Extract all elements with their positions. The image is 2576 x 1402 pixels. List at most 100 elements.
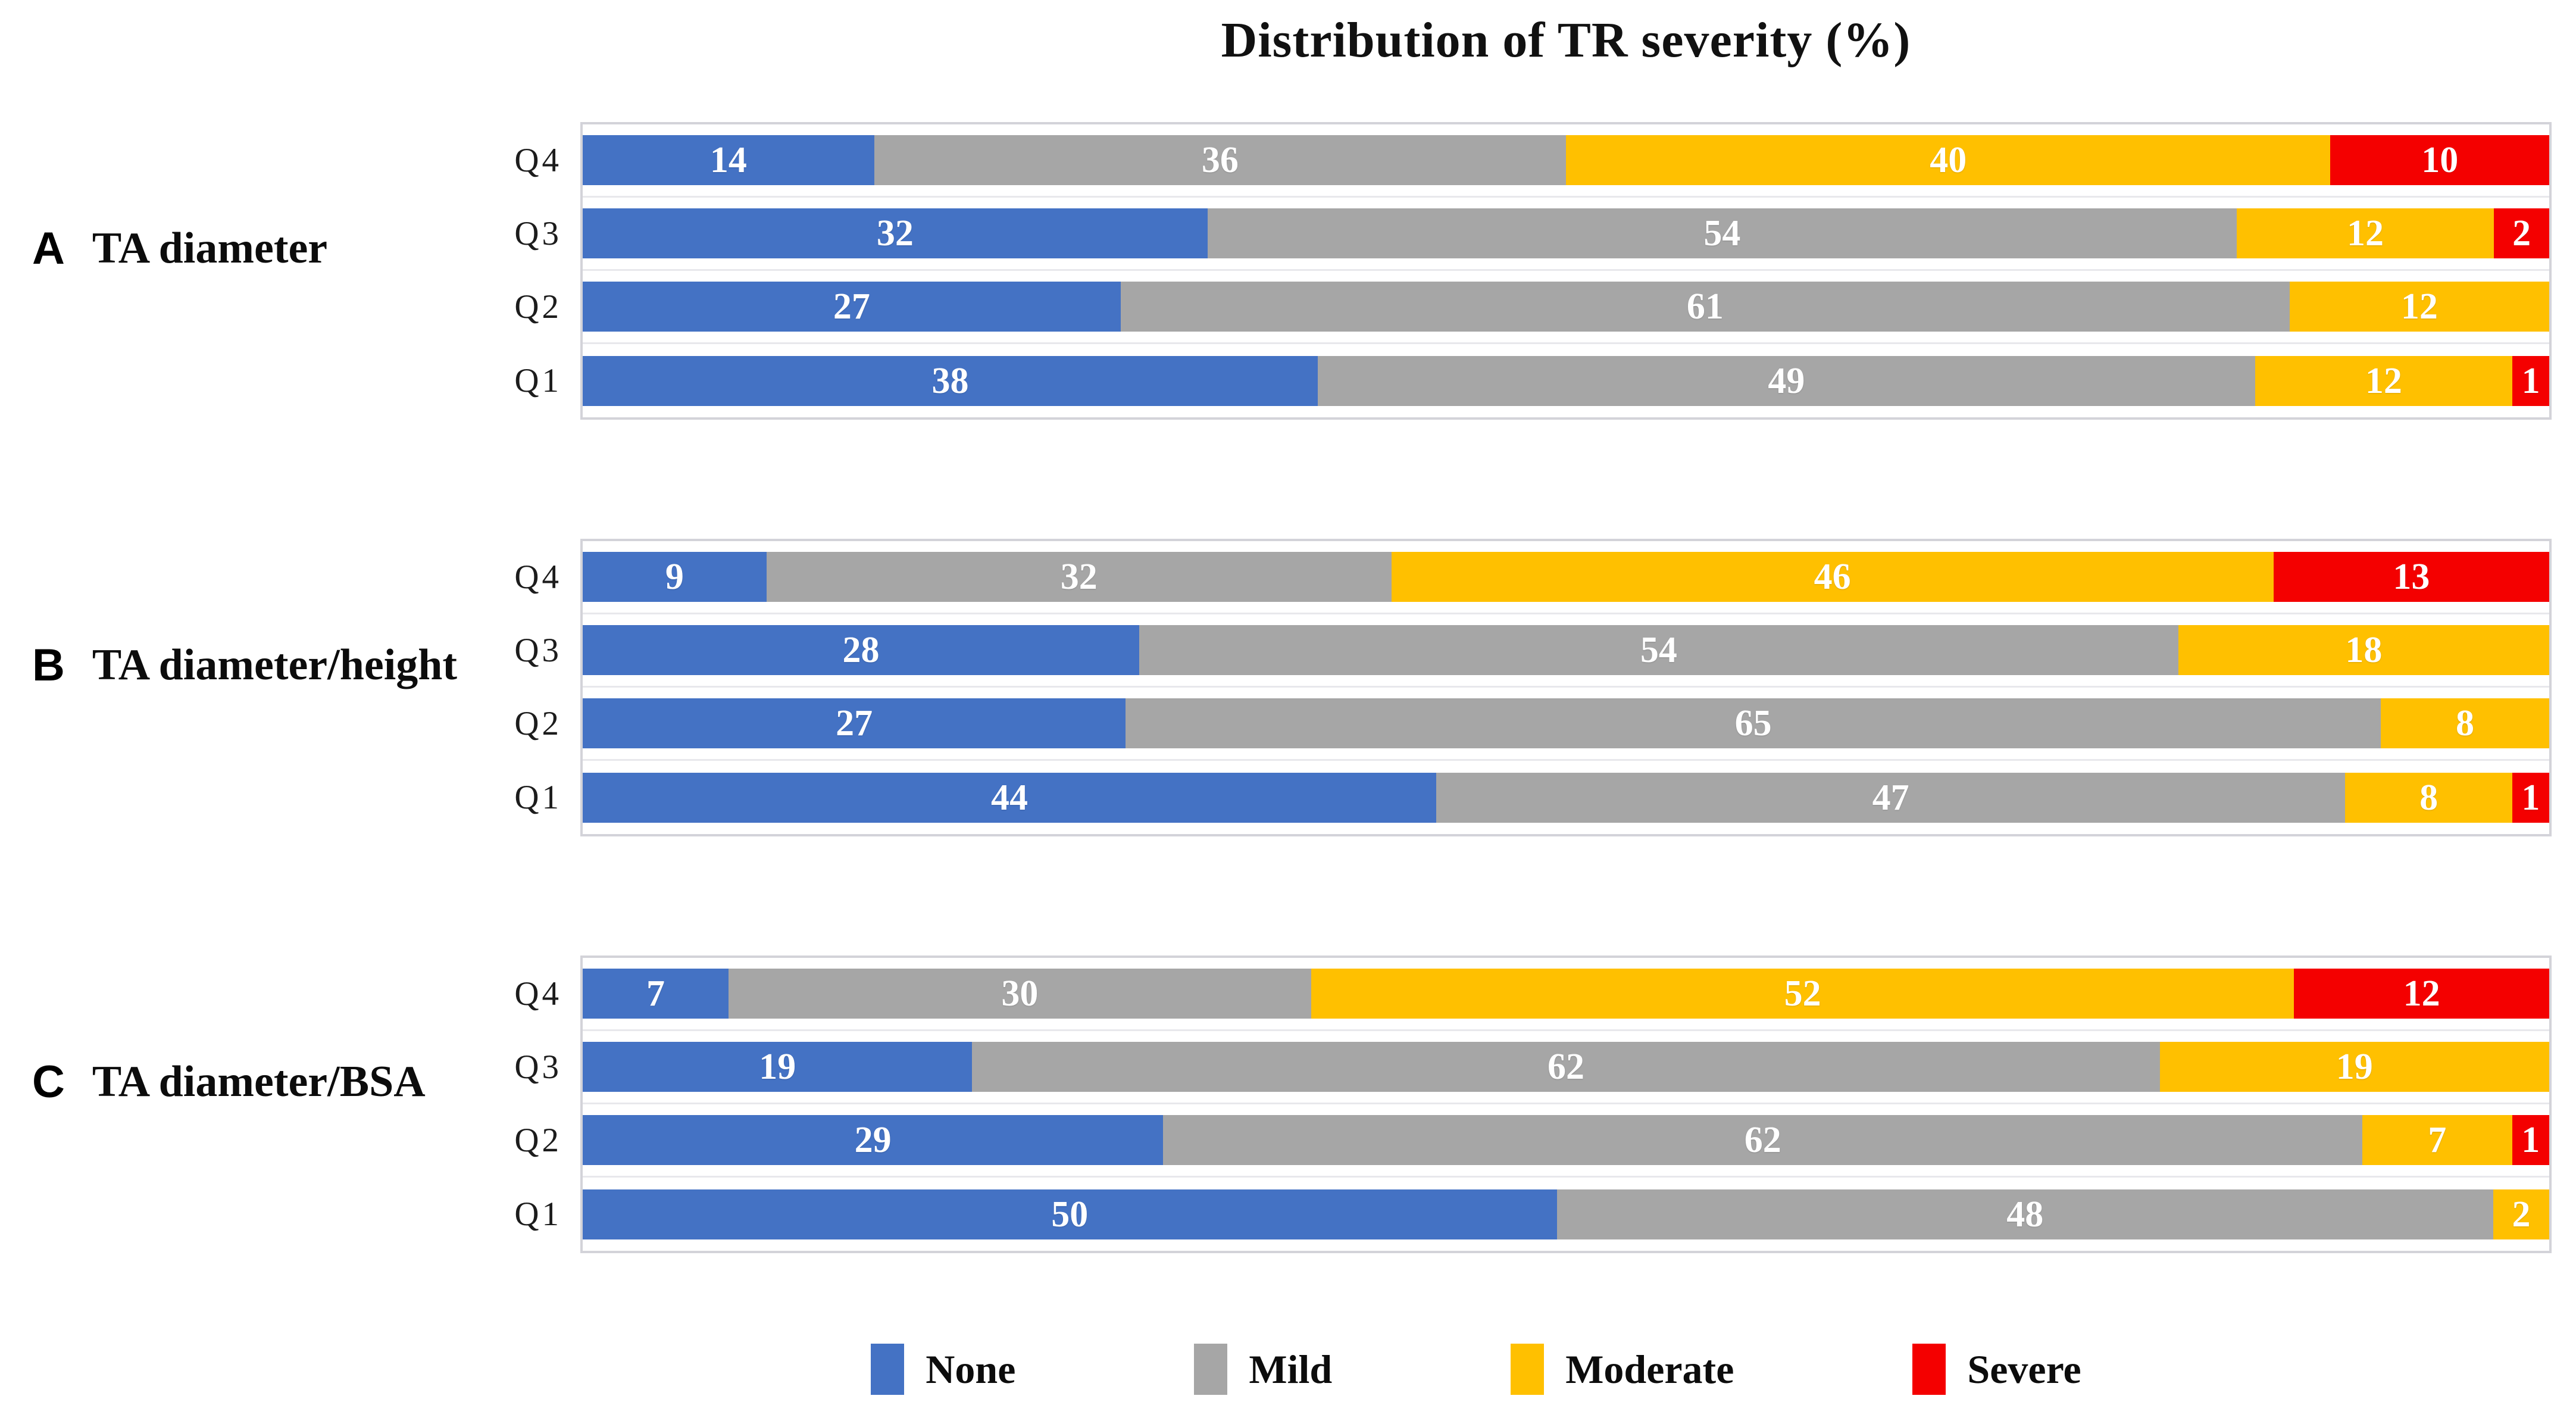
segment-value: 48: [2006, 1194, 2044, 1235]
category-label: Q4: [514, 558, 562, 596]
bar-row-q1: Q1 44 47 8 1: [514, 761, 2549, 834]
stacked-bar: 9 32 46 13: [583, 552, 2549, 602]
bar-row-q2: Q2 29 62 7 1: [514, 1104, 2550, 1178]
panel-c: C TA diameter/BSA Q4 7 30 52 12 Q3 19 62 19 Q2 29 62 7…: [32, 956, 2552, 1253]
segment-value: 49: [1768, 360, 1805, 401]
segment-value: 62: [1744, 1120, 1781, 1160]
bar-segment-none: 19: [583, 1042, 973, 1092]
bar-segment-mild: 48: [1556, 1189, 2494, 1239]
panels-container: A TA diameter Q4 14 36 40 10 Q3 32 54 12 2 Q2 27 61 12 Q…: [32, 122, 2552, 1372]
legend-label: None: [926, 1347, 1016, 1392]
category-label: Q1: [514, 1195, 562, 1233]
bar-row-q4: Q4 7 30 52 12: [514, 958, 2549, 1031]
segment-value: 8: [2456, 703, 2475, 744]
segment-value: 14: [709, 140, 747, 180]
bar-row-q2: Q2 27 61 12: [514, 271, 2549, 344]
legend-item-none: None: [871, 1344, 1015, 1395]
bar-segment-mild: 36: [874, 135, 1566, 185]
bar-segment-severe: 10: [2330, 135, 2549, 185]
segment-value: 19: [759, 1047, 796, 1087]
chart-title: Distribution of TR severity (%): [1221, 13, 1911, 68]
bar-segment-mild: 54: [1139, 625, 2178, 675]
bar-segment-none: 38: [583, 355, 1318, 406]
category-label: Q4: [514, 141, 562, 179]
bar-segment-none: 7: [583, 969, 729, 1019]
bar-segment-moderate: 7: [2362, 1115, 2512, 1165]
bar-segment-moderate: 18: [2178, 625, 2549, 675]
legend-swatch-mild: [1194, 1344, 1228, 1395]
category-label: Q2: [514, 704, 562, 742]
stacked-bar: 32 54 12 2: [583, 208, 2549, 258]
stacked-bar: 38 49 12 1: [583, 355, 2549, 406]
bar-segment-severe: 1: [2512, 355, 2549, 406]
legend-swatch-moderate: [1511, 1344, 1545, 1395]
segment-value: 47: [1872, 777, 1909, 818]
category-label: Q2: [514, 288, 562, 326]
segment-value: 1: [2521, 360, 2540, 401]
legend-label: Moderate: [1565, 1347, 1734, 1392]
bar-row-q2: Q2 27 65 8: [514, 688, 2549, 761]
panel-label-c: C TA diameter/BSA: [32, 1052, 556, 1111]
segment-value: 2: [2512, 213, 2531, 254]
bar-segment-none: 28: [583, 625, 1140, 675]
panel-label-a: A TA diameter: [32, 218, 556, 278]
category-label: Q3: [514, 631, 562, 669]
category-label: Q1: [514, 362, 562, 399]
bar-segment-moderate: 12: [2236, 208, 2494, 258]
segment-value: 62: [1548, 1047, 1584, 1087]
bar-segment-none: 50: [583, 1189, 1557, 1239]
segment-value: 2: [2512, 1194, 2531, 1235]
bar-segment-moderate: 8: [2345, 772, 2512, 823]
bar-segment-mild: 61: [1120, 282, 2290, 332]
segment-value: 7: [646, 973, 665, 1014]
legend-label: Mild: [1249, 1347, 1333, 1392]
legend-label: Severe: [1967, 1347, 2081, 1392]
segment-value: 32: [1060, 557, 1098, 597]
bar-segment-moderate: 8: [2381, 698, 2549, 748]
segment-value: 29: [854, 1120, 892, 1160]
bar-segment-none: 14: [583, 135, 874, 185]
segment-value: 12: [2400, 286, 2438, 327]
segment-value: 30: [1001, 973, 1039, 1014]
segment-value: 7: [2428, 1120, 2447, 1160]
bar-segment-mild: 47: [1436, 772, 2346, 823]
segment-value: 1: [2521, 777, 2540, 818]
bar-segment-mild: 65: [1126, 698, 2381, 748]
bar-segment-severe: 1: [2512, 772, 2549, 823]
segment-value: 12: [2403, 973, 2440, 1014]
stacked-bar: 19 62 19: [583, 1042, 2549, 1092]
panel-title-text: TA diameter/height: [92, 640, 458, 689]
panel-title-text: TA diameter/BSA: [92, 1057, 426, 1106]
bar-segment-mild: 49: [1318, 355, 2255, 406]
bar-segment-mild: 32: [766, 552, 1392, 602]
legend-swatch-severe: [1912, 1344, 1946, 1395]
bar-segment-moderate: 2: [2493, 1189, 2549, 1239]
bar-segment-mild: 30: [728, 969, 1311, 1019]
segment-value: 18: [2345, 630, 2383, 670]
bar-segment-severe: 2: [2494, 208, 2549, 258]
bar-segment-mild: 62: [972, 1042, 2160, 1092]
panel-letter: A: [32, 223, 65, 274]
segment-value: 8: [2419, 777, 2439, 818]
bar-segment-moderate: 46: [1391, 552, 2274, 602]
segment-value: 12: [2365, 360, 2402, 401]
bar-segment-moderate: 40: [1566, 135, 2331, 185]
bar-segment-mild: 54: [1207, 208, 2237, 258]
panel-label-b: B TA diameter/height: [32, 635, 556, 695]
segment-value: 61: [1686, 286, 1724, 327]
legend-item-mild: Mild: [1194, 1344, 1332, 1395]
panel-b: B TA diameter/height Q4 9 32 46 13 Q3 28 54 18 Q2 27…: [32, 539, 2552, 836]
bar-segment-moderate: 52: [1311, 969, 2294, 1019]
bar-segment-severe: 13: [2273, 552, 2549, 602]
segment-value: 9: [665, 557, 684, 597]
legend-item-moderate: Moderate: [1511, 1344, 1734, 1395]
bar-segment-none: 44: [583, 772, 1436, 823]
panel-title-text: TA diameter: [92, 223, 328, 273]
segment-value: 54: [1703, 213, 1741, 254]
segment-value: 36: [1201, 140, 1239, 180]
bar-row-q3: Q3 32 54 12 2: [514, 198, 2549, 271]
bar-segment-none: 27: [583, 698, 1126, 748]
segment-value: 1: [2521, 1120, 2540, 1160]
segment-value: 52: [1784, 973, 1821, 1014]
bar-segment-moderate: 19: [2159, 1042, 2549, 1092]
